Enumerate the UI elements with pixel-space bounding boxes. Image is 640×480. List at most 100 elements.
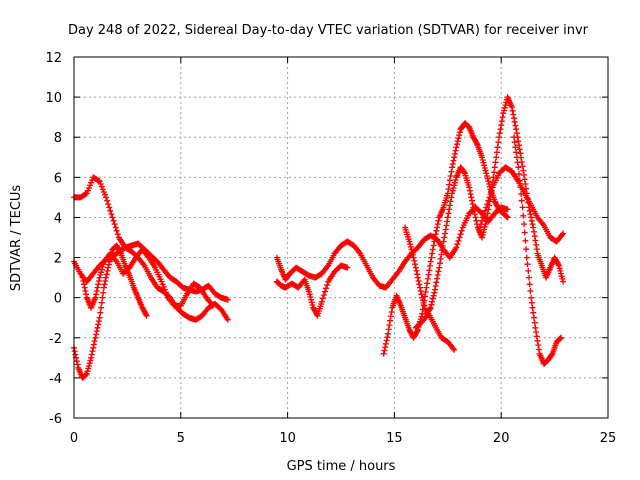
data-point-marker [436, 264, 443, 271]
data-point-marker [86, 362, 92, 369]
data-point-marker [87, 182, 93, 189]
data-point-marker [412, 264, 419, 271]
data-point-marker [409, 251, 416, 258]
data-point-marker [449, 161, 456, 167]
data-point-marker [443, 222, 450, 229]
data-point-marker [431, 289, 438, 296]
data-point-marker [485, 178, 492, 185]
data-point-marker [524, 261, 531, 268]
data-point-marker [100, 189, 107, 195]
data-point-marker [558, 270, 564, 277]
data-point-marker [481, 211, 488, 218]
data-point-marker [83, 190, 90, 197]
data-point-marker [504, 214, 511, 221]
data-point-marker [308, 299, 315, 306]
data-point-marker [414, 274, 421, 281]
data-point-marker [383, 337, 390, 344]
data-point-marker [435, 217, 442, 224]
data-point-marker [441, 234, 448, 241]
data-point-marker [528, 294, 535, 301]
data-point-marker [444, 214, 451, 221]
data-point-marker [381, 347, 388, 354]
data-point-marker [521, 229, 528, 236]
data-point-marker [513, 154, 520, 161]
data-point-marker [451, 182, 458, 189]
data-point-marker [88, 354, 95, 361]
data-point-marker [495, 139, 502, 146]
axis-ticks [73, 56, 609, 419]
data-point-marker [512, 122, 519, 129]
data-point-marker [497, 126, 504, 133]
x-tick-label: 0 [70, 431, 78, 446]
data-point-marker [163, 292, 170, 298]
data-point-marker [84, 187, 91, 194]
data-point-marker [93, 331, 100, 338]
data-point-marker [451, 154, 458, 161]
data-point-marker [428, 254, 435, 261]
data-point-marker [417, 284, 423, 291]
data-point-marker [517, 184, 524, 191]
data-point-marker [531, 233, 538, 240]
data-point-marker [439, 242, 446, 249]
data-point-marker [421, 302, 428, 309]
data-point-marker [469, 201, 476, 208]
data-point-marker [438, 251, 445, 258]
data-point-marker [97, 181, 104, 187]
data-point-marker [532, 324, 539, 331]
data-point-marker [477, 221, 484, 228]
y-tick-label: 12 [45, 51, 62, 66]
data-point-marker [498, 122, 505, 129]
data-point-marker [466, 187, 473, 194]
data-point-marker [454, 138, 461, 145]
data-point-marker [429, 250, 436, 257]
data-point-marker [414, 271, 421, 278]
data-point-marker [511, 115, 517, 122]
data-point-marker [471, 211, 478, 218]
data-point-marker [98, 269, 105, 276]
data-point-marker [519, 204, 526, 211]
data-point-marker [511, 134, 517, 141]
data-point-marker [385, 326, 392, 333]
data-point-marker [427, 305, 433, 312]
data-point-marker [480, 214, 486, 221]
x-tick-labels: 0 5 10 15 20 25 [70, 431, 616, 446]
data-point-marker [434, 221, 441, 228]
data-point-marker [431, 238, 438, 245]
data-point-marker [528, 299, 535, 306]
data-point-marker [84, 368, 91, 375]
data-point-marker [384, 334, 391, 341]
data-point-marker [481, 226, 488, 233]
data-point-marker [309, 302, 316, 308]
data-point-marker [442, 230, 448, 237]
data-point-marker [449, 187, 456, 194]
data-point-marker [102, 191, 108, 198]
data-point-marker [467, 191, 474, 197]
data-point-marker [103, 271, 110, 278]
data-point-marker [516, 146, 523, 153]
data-point-marker [451, 150, 458, 157]
data-point-marker [510, 111, 517, 118]
data-point-marker [446, 206, 453, 213]
data-point-marker [491, 169, 498, 176]
data-point-marker [96, 274, 103, 281]
data-point-marker [557, 267, 564, 274]
y-tick-label: 10 [45, 91, 62, 106]
data-point-marker [527, 288, 534, 294]
data-point-marker [486, 194, 493, 201]
data-point-marker [517, 150, 524, 157]
data-point-marker [412, 261, 418, 268]
data-point-marker [224, 296, 231, 303]
data-point-marker [492, 159, 499, 166]
data-point-marker [114, 231, 121, 238]
data-point-marker [81, 284, 88, 291]
data-point-marker [457, 231, 464, 238]
data-point-marker [451, 346, 458, 353]
data-point-marker [455, 135, 462, 142]
data-point-marker [458, 227, 465, 234]
data-point-marker [434, 224, 441, 231]
data-point-marker [111, 221, 118, 228]
data-point-marker [519, 163, 526, 170]
data-point-marker [516, 171, 522, 177]
x-tick-label: 10 [279, 431, 296, 446]
data-point-marker [450, 345, 457, 352]
